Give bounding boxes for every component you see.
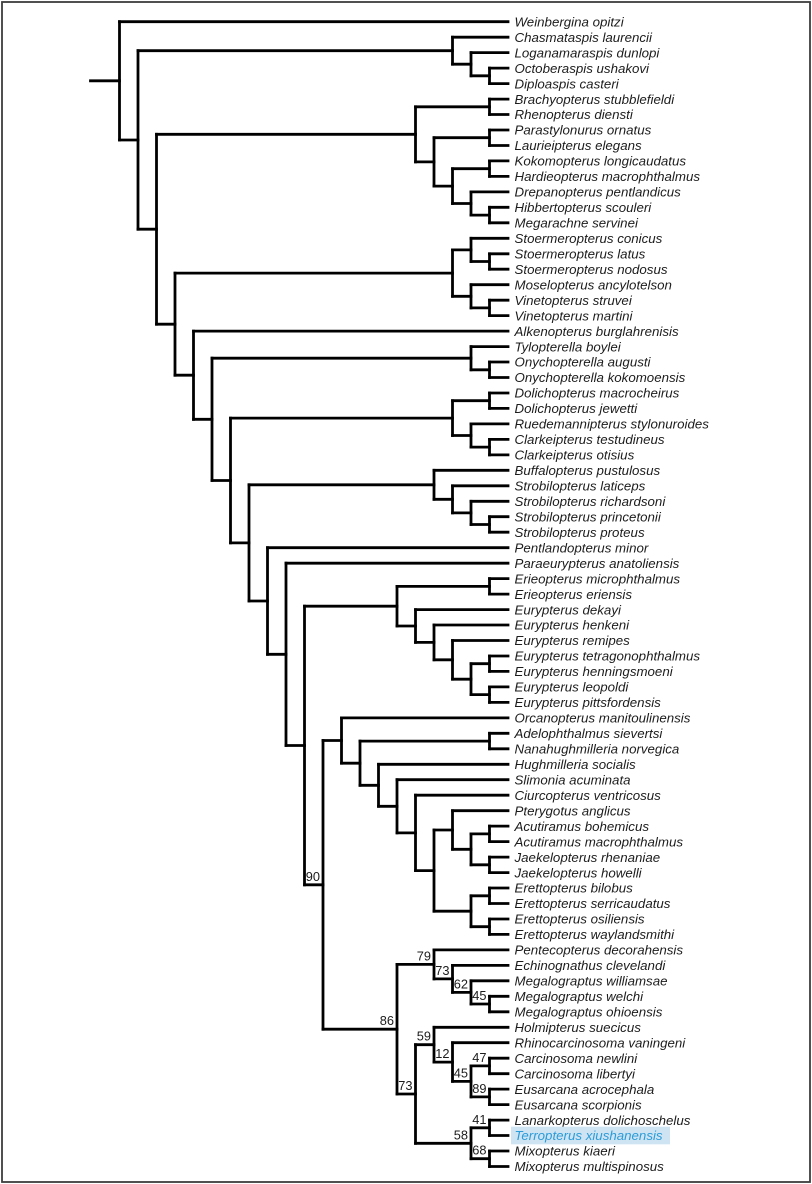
taxon-label: Vinetopterus martini [515, 308, 634, 323]
taxon-label: Erettopterus osiliensis [515, 912, 645, 927]
taxon-label: Acutiramus macrophthalmus [514, 834, 684, 849]
taxon-label: Brachyopterus stubblefieldi [515, 92, 676, 107]
taxon-label: Eurypterus remipes [515, 633, 631, 648]
taxon-label: Mixopterus multispinosus [515, 1159, 665, 1174]
taxon-label: Strobilopterus richardsoni [515, 494, 667, 509]
taxon-label: Echinognathus clevelandi [515, 958, 667, 973]
taxon-label: Megarachne servinei [515, 216, 639, 231]
taxon-label: Megalograptus welchi [515, 989, 645, 1004]
highlighted-taxon-label: Terropterus xiushanensis [515, 1128, 663, 1143]
taxon-label: Strobilopterus princetonii [515, 509, 662, 524]
support-value: 79 [417, 948, 431, 963]
taxon-highlight-box [511, 1126, 670, 1145]
taxon-label: Mixopterus kiaeri [515, 1144, 617, 1159]
taxon-label: Alkenopterus burglahrenisis [514, 324, 679, 339]
taxon-label: Onychopterella kokomoensis [515, 370, 686, 385]
taxon-label: Stoermeropterus conicus [515, 231, 663, 246]
taxon-label: Eusarcana scorpionis [515, 1097, 642, 1112]
support-value: 41 [472, 1112, 486, 1127]
taxon-label: Eurypterus leopoldi [515, 680, 630, 695]
taxon-label: Laurieipterus elegans [515, 138, 642, 153]
support-value: 86 [380, 1013, 394, 1028]
taxon-label: Parastylonurus ornatus [515, 123, 652, 138]
taxon-label: Tylopterella boylei [515, 339, 622, 354]
taxon-label: Carcinosoma libertyi [515, 1066, 636, 1081]
support-value: 12 [435, 1046, 449, 1061]
taxon-label: Kokomopterus longicaudatus [515, 154, 687, 169]
taxon-label: Jaekelopterus rhenaniae [514, 850, 661, 865]
taxon-label: Drepanopterus pentlandicus [515, 185, 682, 200]
taxon-label: Ciurcopterus ventricosus [515, 788, 662, 803]
taxon-label: Eurypterus dekayi [515, 602, 622, 617]
taxon-label: Pterygotus anglicus [515, 803, 631, 818]
support-value: 58 [454, 1127, 468, 1142]
taxon-label: Rhenopterus diensti [515, 107, 634, 122]
taxon-label: Hibbertopterus scouleri [515, 200, 653, 215]
taxon-label: Onychopterella augusti [515, 355, 652, 370]
taxon-label: Pentlandopterus minor [515, 540, 649, 555]
taxon-label: Dolichopterus macrocheirus [515, 386, 680, 401]
taxon-label: Erieopterus eriensis [515, 587, 633, 602]
taxon-label: Adelophthalmus sievertsi [514, 726, 664, 741]
taxon-label: Moselopterus ancylotelson [515, 277, 672, 292]
taxon-label: Ruedemannipterus stylonuroides [515, 417, 710, 432]
taxon-label: Dolichopterus jewetti [515, 401, 639, 416]
support-value: 68 [472, 1143, 486, 1158]
taxon-label: Orcanopterus manitoulinensis [515, 711, 691, 726]
taxon-label: Eurypterus henningsmoeni [515, 664, 674, 679]
taxon-label: Eurypterus henkeni [515, 618, 631, 633]
taxon-label: Carcinosoma newlini [515, 1051, 639, 1066]
taxon-label: Chasmataspis laurencii [515, 30, 654, 45]
taxon-label: Lanarkopterus dolichoschelus [515, 1113, 691, 1128]
support-value: 45 [454, 1065, 468, 1080]
taxon-label: Nanahughmilleria norvegica [515, 742, 680, 757]
taxon-label: Erettopterus bilobus [515, 881, 634, 896]
taxon-label: Paraeurypterus anatoliensis [515, 556, 680, 571]
taxon-label: Strobilopterus proteus [515, 525, 645, 540]
taxon-label: Clarkeipterus otisius [515, 448, 635, 463]
taxon-label: Vinetopterus struvei [515, 293, 633, 308]
taxon-label: Acutiramus bohemicus [514, 819, 650, 834]
taxon-label: Buffalopterus pustulosus [515, 463, 661, 478]
taxon-label: Strobilopterus laticeps [515, 479, 646, 494]
taxon-label: Eurypterus pittsfordensis [515, 695, 662, 710]
taxon-label: Megalograptus ohioensis [515, 1005, 663, 1020]
support-value: 90 [306, 869, 320, 884]
taxon-label: Holmipterus suecicus [515, 1020, 642, 1035]
taxon-label: Erettopterus serricaudatus [515, 896, 671, 911]
taxon-label: Diploaspis casteri [515, 76, 620, 91]
taxon-label: Eusarcana acrocephala [515, 1082, 655, 1097]
taxon-label: Pentecopterus decorahensis [515, 943, 684, 958]
taxon-label: Jaekelopterus howelli [514, 865, 643, 880]
taxon-label: Weinbergina opitzi [515, 14, 625, 29]
taxon-label: Stoermeropterus latus [515, 246, 646, 261]
taxon-label: Rhinocarcinosoma vaningeni [515, 1035, 687, 1050]
support-value: 45 [472, 988, 486, 1003]
taxon-label: Clarkeipterus testudineus [515, 432, 665, 447]
support-value: 59 [417, 1029, 431, 1044]
support-value: 89 [472, 1081, 486, 1096]
support-value: 62 [454, 976, 468, 991]
taxon-label: Erieopterus microphthalmus [515, 571, 681, 586]
support-value: 73 [398, 1078, 412, 1093]
taxon-label: Loganamaraspis dunlopi [515, 45, 661, 60]
taxon-label: Stoermeropterus nodosus [515, 262, 668, 277]
taxon-label: Hardieopterus macrophthalmus [515, 169, 701, 184]
taxon-label: Octoberaspis ushakovi [515, 61, 651, 76]
taxon-label: Eurypterus tetragonophthalmus [515, 649, 701, 664]
support-value: 73 [435, 963, 449, 978]
taxon-label: Erettopterus waylandsmithi [515, 927, 676, 942]
taxon-label: Slimonia acuminata [515, 772, 631, 787]
support-value: 47 [472, 1050, 486, 1065]
taxon-label: Hughmilleria socialis [515, 757, 637, 772]
taxon-label: Megalograptus williamsae [515, 974, 668, 989]
